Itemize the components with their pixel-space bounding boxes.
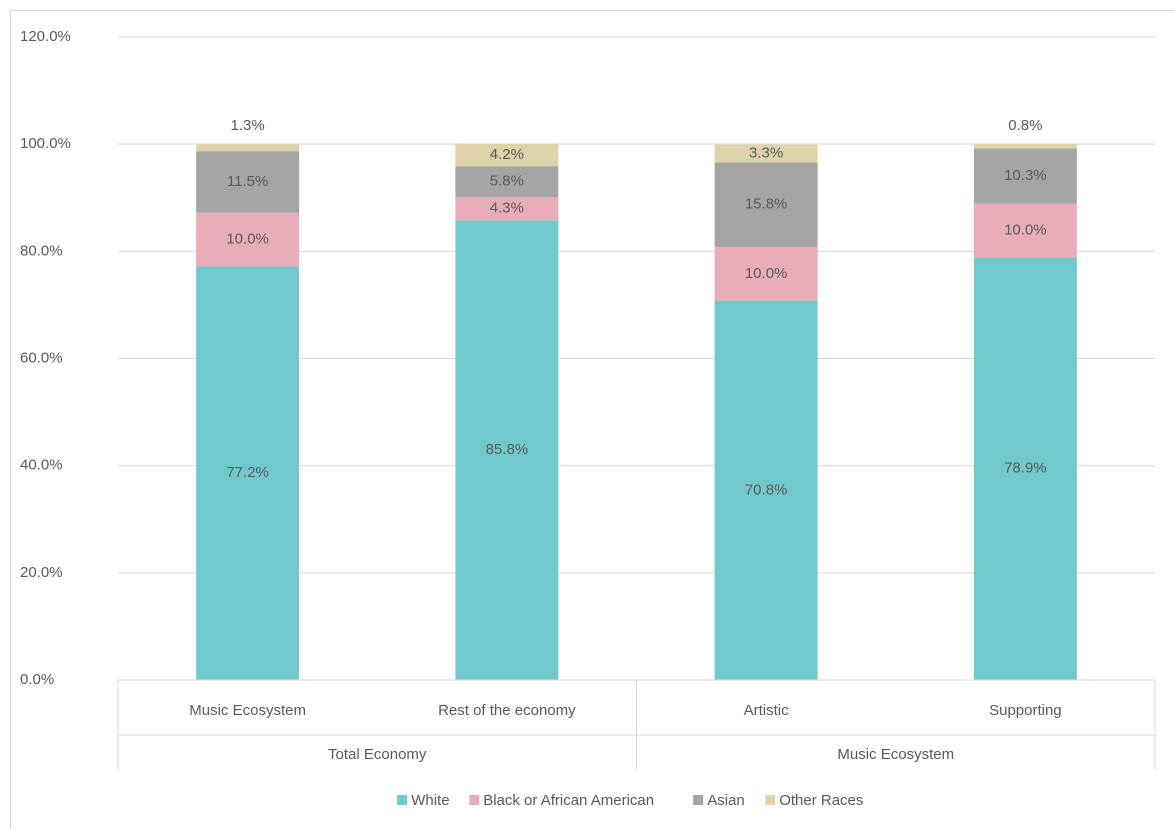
data-label: 15.8% xyxy=(745,196,788,213)
x-tick-label: Music Ecosystem xyxy=(189,702,306,719)
bar-segment xyxy=(714,144,818,163)
bar-segment xyxy=(714,162,818,248)
bar-segment xyxy=(196,144,300,152)
bar-segment xyxy=(973,257,1077,680)
data-label: 1.3% xyxy=(231,117,265,134)
bar-segment xyxy=(455,166,559,198)
bar-segment xyxy=(714,247,818,301)
bar-segment xyxy=(714,300,818,680)
legend-swatch xyxy=(397,795,408,805)
data-label: 10.3% xyxy=(1004,167,1047,184)
data-label: 10.0% xyxy=(745,265,788,282)
data-label: 77.2% xyxy=(226,464,269,481)
legend-swatch xyxy=(693,795,704,805)
data-label: 4.3% xyxy=(490,200,524,217)
legend-label: Black or African American xyxy=(483,792,654,809)
data-label: 85.8% xyxy=(486,441,529,458)
data-label: 0.8% xyxy=(1008,117,1042,134)
data-label: 5.8% xyxy=(490,173,524,190)
y-tick-label: 60.0% xyxy=(20,349,63,366)
bar-segment xyxy=(455,143,559,167)
x-tick-label: Rest of the economy xyxy=(438,702,576,719)
data-label: 78.9% xyxy=(1004,460,1047,477)
y-tick-label: 120.0% xyxy=(20,28,71,45)
bar-segment xyxy=(973,203,1077,258)
bar-segment xyxy=(973,144,1077,149)
data-label: 70.8% xyxy=(745,481,788,498)
chart-border xyxy=(10,10,1174,829)
legend-swatch xyxy=(469,795,480,805)
y-tick-label: 40.0% xyxy=(20,457,63,474)
x-tick-label: Supporting xyxy=(989,702,1062,719)
legend-swatch xyxy=(765,795,776,805)
y-tick-label: 0.0% xyxy=(20,671,54,688)
y-tick-label: 20.0% xyxy=(20,564,63,581)
group-label: Music Ecosystem xyxy=(837,746,954,763)
legend-label: White xyxy=(411,792,449,809)
data-label: 11.5% xyxy=(227,173,268,190)
bar-segment xyxy=(973,148,1077,204)
y-tick-label: 80.0% xyxy=(20,242,63,259)
bar-segment xyxy=(196,151,300,213)
y-tick-label: 100.0% xyxy=(20,135,71,152)
group-label: Total Economy xyxy=(328,746,427,763)
bar-segment xyxy=(196,266,300,680)
legend-label: Asian xyxy=(707,792,745,809)
data-label: 4.2% xyxy=(490,146,524,163)
data-label: 10.0% xyxy=(226,231,269,248)
bar-segment xyxy=(196,212,300,267)
bar-segment xyxy=(455,197,559,221)
x-tick-label: Artistic xyxy=(744,702,790,719)
data-label: 10.0% xyxy=(1004,221,1047,238)
bar-segment xyxy=(455,220,559,680)
data-label: 3.3% xyxy=(749,145,783,162)
legend-label: Other Races xyxy=(779,792,863,809)
